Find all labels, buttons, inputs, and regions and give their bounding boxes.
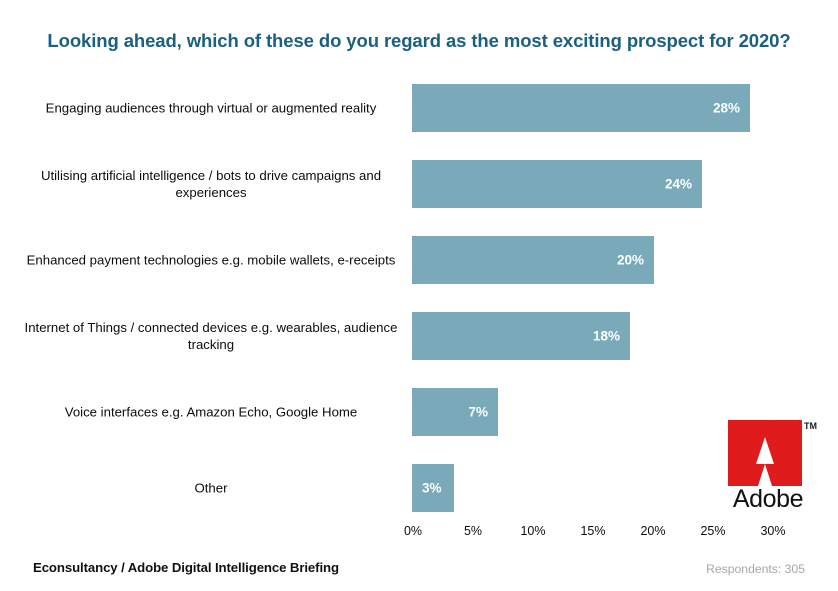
adobe-a-mark-icon <box>728 420 802 486</box>
footer-respondents: Respondents: 305 <box>706 562 805 576</box>
category-label: Utilising artificial intelligence / bots… <box>40 168 382 200</box>
x-axis-tick: 25% <box>700 524 726 538</box>
x-axis-tick: 0% <box>403 524 423 538</box>
bar[interactable]: 7% <box>412 388 498 436</box>
bar-row: Utilising artificial intelligence / bots… <box>0 160 838 208</box>
bar-value-label: 7% <box>468 404 488 420</box>
bar-row: Engaging audiences through virtual or au… <box>0 84 838 132</box>
plot-area: Engaging audiences through virtual or au… <box>0 80 838 520</box>
chart-title: Looking ahead, which of these do you reg… <box>47 30 791 51</box>
bar-container: 7% <box>412 388 498 436</box>
x-axis: 0% 5% 10% 15% 20% 25% 30% <box>0 524 838 546</box>
x-axis-tick: 20% <box>640 524 666 538</box>
bar[interactable]: 24% <box>412 160 702 208</box>
category-label: Enhanced payment technologies e.g. mobil… <box>26 252 396 268</box>
bar-value-label: 3% <box>422 480 442 496</box>
adobe-wordmark: Adobe <box>732 485 804 513</box>
bar-container: 18% <box>412 312 630 360</box>
category-label: Engaging audiences through virtual or au… <box>45 100 377 116</box>
bar[interactable]: 28% <box>412 84 750 132</box>
bar-value-label: 24% <box>664 176 692 192</box>
bar-value-label: 28% <box>712 100 740 116</box>
x-axis-tick: 30% <box>760 524 786 538</box>
bar-row: Voice interfaces e.g. Amazon Echo, Googl… <box>0 388 838 436</box>
adobe-logo: TM Adobe <box>722 420 817 516</box>
category-label: Voice interfaces e.g. Amazon Echo, Googl… <box>64 404 358 420</box>
category-label: Internet of Things / connected devices e… <box>24 320 398 352</box>
footer-source: Econsultancy / Adobe Digital Intelligenc… <box>33 560 339 575</box>
bar-container: 3% <box>412 464 454 512</box>
x-axis-tick: 15% <box>580 524 606 538</box>
bar[interactable]: 20% <box>412 236 654 284</box>
bar-container: 20% <box>412 236 654 284</box>
bar[interactable]: 18% <box>412 312 630 360</box>
x-axis-tick: 5% <box>463 524 483 538</box>
bar-container: 28% <box>412 84 750 132</box>
bar-container: 24% <box>412 160 702 208</box>
bar-value-label: 20% <box>616 252 644 268</box>
bar-row: Other 3% <box>0 464 838 512</box>
trademark-symbol: TM <box>804 421 817 431</box>
category-label: Other <box>194 480 228 496</box>
bar-value-label: 18% <box>592 328 620 344</box>
bar-row: Internet of Things / connected devices e… <box>0 312 838 360</box>
bar[interactable]: 3% <box>412 464 454 512</box>
x-axis-tick: 10% <box>520 524 546 538</box>
bar-row: Enhanced payment technologies e.g. mobil… <box>0 236 838 284</box>
